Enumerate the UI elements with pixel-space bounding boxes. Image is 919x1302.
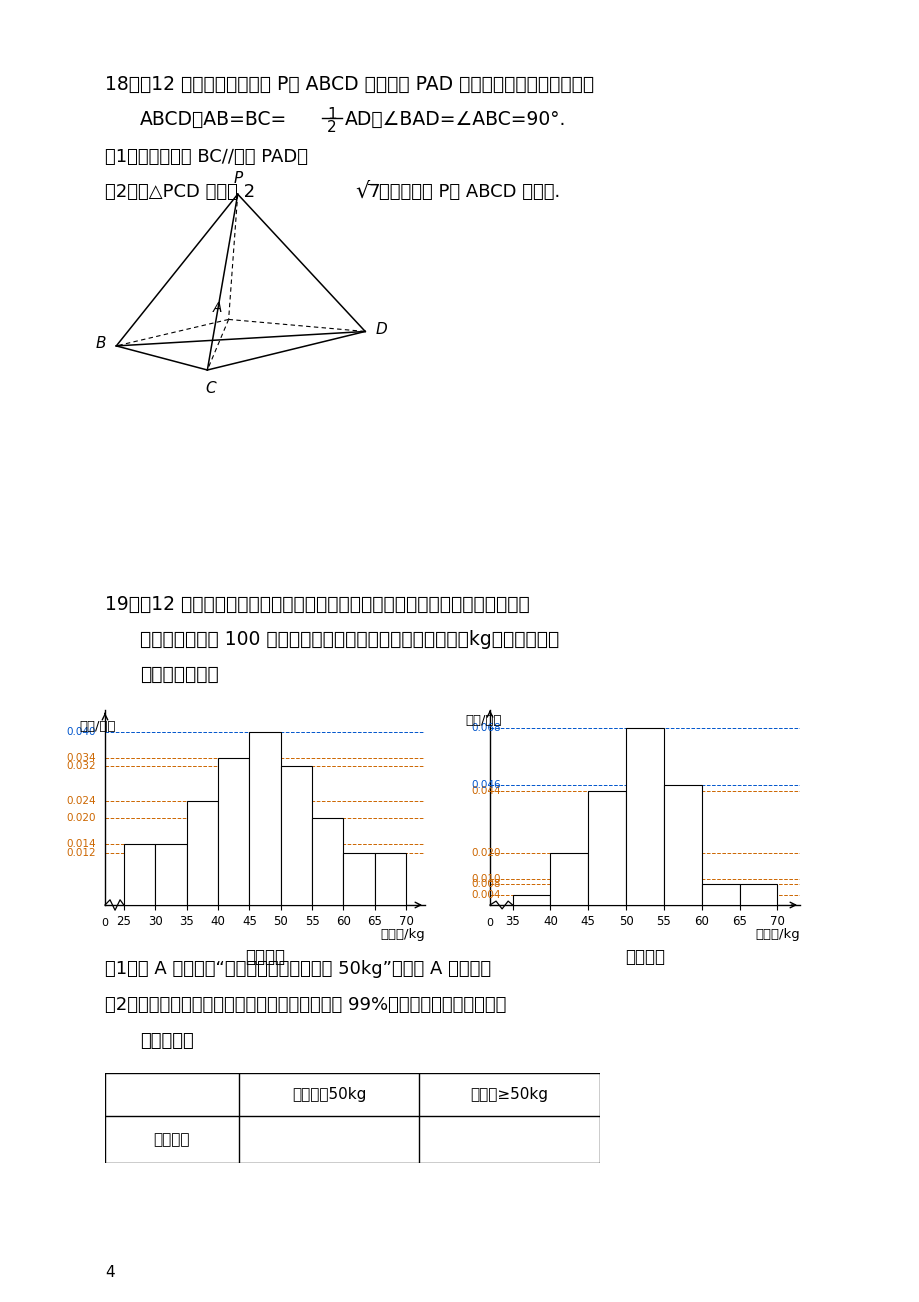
Text: （1）记 A 表示事件“旧养殖法的箱产量低于 50kg”，估计 A 的概率；: （1）记 A 表示事件“旧养殖法的箱产量低于 50kg”，估计 A 的概率；	[105, 960, 491, 978]
Bar	[664, 785, 701, 905]
Text: 0: 0	[486, 918, 493, 928]
Text: C: C	[205, 381, 215, 396]
Bar	[626, 728, 664, 905]
Text: 0.068: 0.068	[471, 723, 501, 733]
Text: 时各随机抽取了 100 个网箱，测量各箱水产品的产量（单位：kg），其频率分: 时各随机抽取了 100 个网箱，测量各箱水产品的产量（单位：kg），其频率分	[140, 630, 559, 648]
Text: 新养殖法: 新养殖法	[624, 948, 664, 966]
Bar	[218, 758, 249, 905]
Bar	[550, 853, 587, 905]
Text: 0: 0	[101, 918, 108, 928]
Bar	[701, 884, 739, 905]
Text: 0.024: 0.024	[66, 796, 96, 806]
Text: 旧养殖法: 旧养殖法	[244, 948, 285, 966]
Bar	[587, 790, 626, 905]
Text: 19．（12 分）海水养殖场进行某水产品的新、旧网箱养殖方法的产量对比，收获: 19．（12 分）海水养殖场进行某水产品的新、旧网箱养殖方法的产量对比，收获	[105, 595, 529, 615]
Text: 0.010: 0.010	[471, 874, 501, 884]
Text: 0.044: 0.044	[471, 785, 501, 796]
Text: 箱产量＜50kg: 箱产量＜50kg	[291, 1087, 366, 1101]
Bar	[280, 767, 312, 905]
Bar	[512, 894, 550, 905]
Text: 频率/组距: 频率/组距	[465, 713, 501, 727]
Text: 4: 4	[105, 1266, 115, 1280]
Text: 0.004: 0.004	[471, 889, 501, 900]
Text: 0.014: 0.014	[66, 840, 96, 849]
Text: （1）证明：直线 BC∕∕平面 PAD；: （1）证明：直线 BC∕∕平面 PAD；	[105, 148, 308, 165]
Text: 0.012: 0.012	[66, 848, 96, 858]
Text: ABCD，AB=BC=: ABCD，AB=BC=	[140, 109, 287, 129]
Text: √: √	[355, 182, 369, 202]
Text: 2: 2	[327, 120, 336, 135]
Text: A: A	[213, 301, 222, 315]
Text: 箱产量/kg: 箱产量/kg	[754, 928, 800, 941]
Text: 0.034: 0.034	[66, 753, 96, 763]
Text: 0.020: 0.020	[471, 848, 501, 858]
Bar	[124, 844, 155, 905]
Text: 箱产量≥50kg: 箱产量≥50kg	[471, 1087, 548, 1101]
Text: ，求四棱锥 P－ ABCD 的体积.: ，求四棱锥 P－ ABCD 的体积.	[379, 184, 560, 201]
Text: D: D	[376, 322, 387, 336]
Text: 箱产量/kg: 箱产量/kg	[380, 928, 425, 941]
Text: （2）若△PCD 面积为 2: （2）若△PCD 面积为 2	[105, 184, 255, 201]
Text: 0.046: 0.046	[471, 780, 501, 790]
Text: 0.040: 0.040	[66, 727, 96, 737]
Text: 旧养殖法: 旧养殖法	[153, 1133, 190, 1147]
Bar	[187, 801, 218, 905]
Text: P: P	[233, 171, 242, 186]
Text: 1: 1	[327, 107, 336, 122]
Text: AD，∠BAD=∠ABC=90°.: AD，∠BAD=∠ABC=90°.	[345, 109, 566, 129]
Text: 7: 7	[369, 184, 380, 201]
Bar	[155, 844, 187, 905]
Text: 布直方图如下：: 布直方图如下：	[140, 665, 219, 684]
Text: 频率/组距: 频率/组距	[79, 720, 116, 733]
Text: 方法有关：: 方法有关：	[140, 1032, 194, 1049]
Text: 0.020: 0.020	[66, 814, 96, 823]
Bar	[374, 853, 405, 905]
Text: （2）填写下面列联表，并根据列联表判断是否有 99%的把握认为箱产量与养殖: （2）填写下面列联表，并根据列联表判断是否有 99%的把握认为箱产量与养殖	[105, 996, 505, 1014]
Text: 0.032: 0.032	[66, 762, 96, 771]
Bar	[343, 853, 374, 905]
Text: B: B	[95, 336, 106, 352]
Bar	[249, 732, 280, 905]
Bar	[739, 884, 777, 905]
Bar	[312, 819, 343, 905]
Text: 0.008: 0.008	[471, 879, 501, 889]
Text: 18．（12 分）如图，四棱锥 P－ ABCD 中，侧面 PAD 为等边三角形且垂直于底面: 18．（12 分）如图，四棱锥 P－ ABCD 中，侧面 PAD 为等边三角形且…	[105, 76, 594, 94]
